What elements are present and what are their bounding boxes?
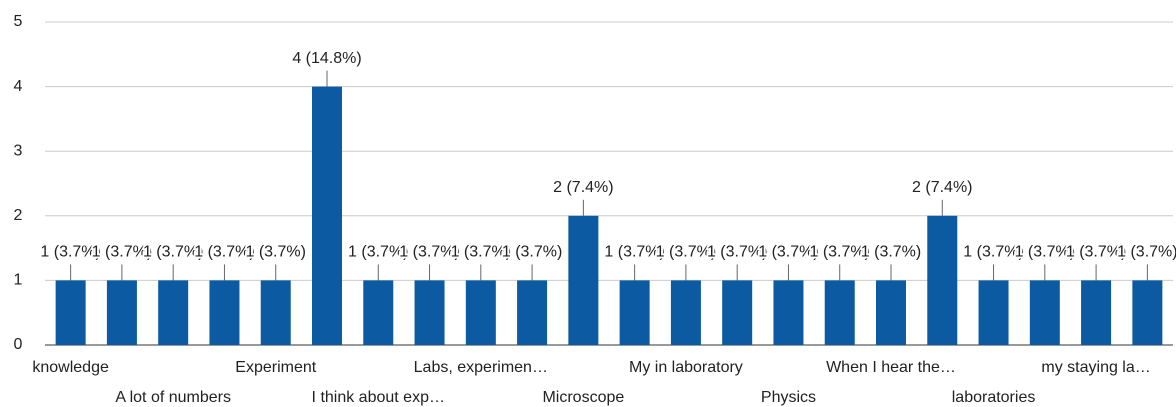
- bar: [1029, 280, 1060, 345]
- bar: [773, 280, 804, 345]
- value-label: 1 (3.7%): [1066, 244, 1126, 261]
- bar: [927, 215, 958, 345]
- value-label: 1 (3.7%): [143, 244, 203, 261]
- bar: [568, 215, 599, 345]
- y-tick-label: 1: [14, 272, 23, 289]
- value-label: 1 (3.7%): [451, 244, 511, 261]
- value-label: 1 (3.7%): [40, 244, 100, 261]
- value-label: 1 (3.7%): [963, 244, 1023, 261]
- bar: [55, 280, 86, 345]
- x-tick-label: My in laboratory: [629, 359, 743, 376]
- value-label: 1 (3.7%): [245, 244, 305, 261]
- x-tick-label: Labs, experimen…: [414, 359, 548, 376]
- bar: [312, 86, 342, 345]
- bar: [260, 280, 291, 345]
- value-label: 1 (3.7%): [399, 244, 459, 261]
- y-tick-label: 5: [14, 13, 23, 30]
- y-tick-label: 4: [14, 78, 23, 95]
- bar: [824, 280, 855, 345]
- value-label: 1 (3.7%): [604, 244, 664, 261]
- x-tick-label: Microscope: [542, 389, 624, 406]
- bar: [465, 280, 496, 345]
- bar: [209, 280, 240, 345]
- value-label: 1 (3.7%): [758, 244, 818, 261]
- value-label: 1 (3.7%): [707, 244, 767, 261]
- x-tick-label: Experiment: [235, 359, 316, 376]
- bar: [876, 280, 906, 345]
- bar: [978, 280, 1009, 345]
- bar: [517, 280, 548, 345]
- value-label: 2 (7.4%): [553, 179, 613, 196]
- bar: [619, 280, 650, 345]
- value-label: 1 (3.7%): [194, 244, 254, 261]
- value-label: 1 (3.7%): [656, 244, 716, 261]
- value-label: 1 (3.7%): [861, 244, 921, 261]
- bar: [1132, 280, 1163, 345]
- x-tick-label: my staying la…: [1041, 359, 1150, 376]
- bar: [414, 280, 445, 345]
- bar: [363, 280, 394, 345]
- value-label: 1 (3.7%): [1015, 244, 1075, 261]
- value-label: 1 (3.7%): [348, 244, 408, 261]
- bar: [106, 280, 137, 345]
- bar: [722, 280, 753, 345]
- bar: [670, 280, 701, 345]
- value-label: 4 (14.8%): [292, 50, 361, 67]
- y-tick-label: 2: [14, 207, 23, 224]
- y-tick-label: 0: [14, 336, 23, 353]
- bar: [1081, 280, 1112, 345]
- y-tick-label: 3: [14, 142, 23, 159]
- value-label: 1 (3.7%): [92, 244, 152, 261]
- value-label: 1 (3.7%): [809, 244, 869, 261]
- x-tick-label: A lot of numbers: [115, 389, 231, 406]
- x-tick-label: I think about exp…: [312, 389, 445, 406]
- value-label: 1 (3.7%): [502, 244, 562, 261]
- x-tick-label: When I hear the…: [826, 359, 956, 376]
- value-label: 2 (7.4%): [912, 179, 972, 196]
- value-label: 1 (3.7%): [1117, 244, 1176, 261]
- x-tick-label: Physics: [761, 389, 816, 406]
- x-tick-label: knowledge: [32, 359, 109, 376]
- bar: [158, 280, 189, 345]
- x-tick-label: laboratories: [952, 389, 1036, 406]
